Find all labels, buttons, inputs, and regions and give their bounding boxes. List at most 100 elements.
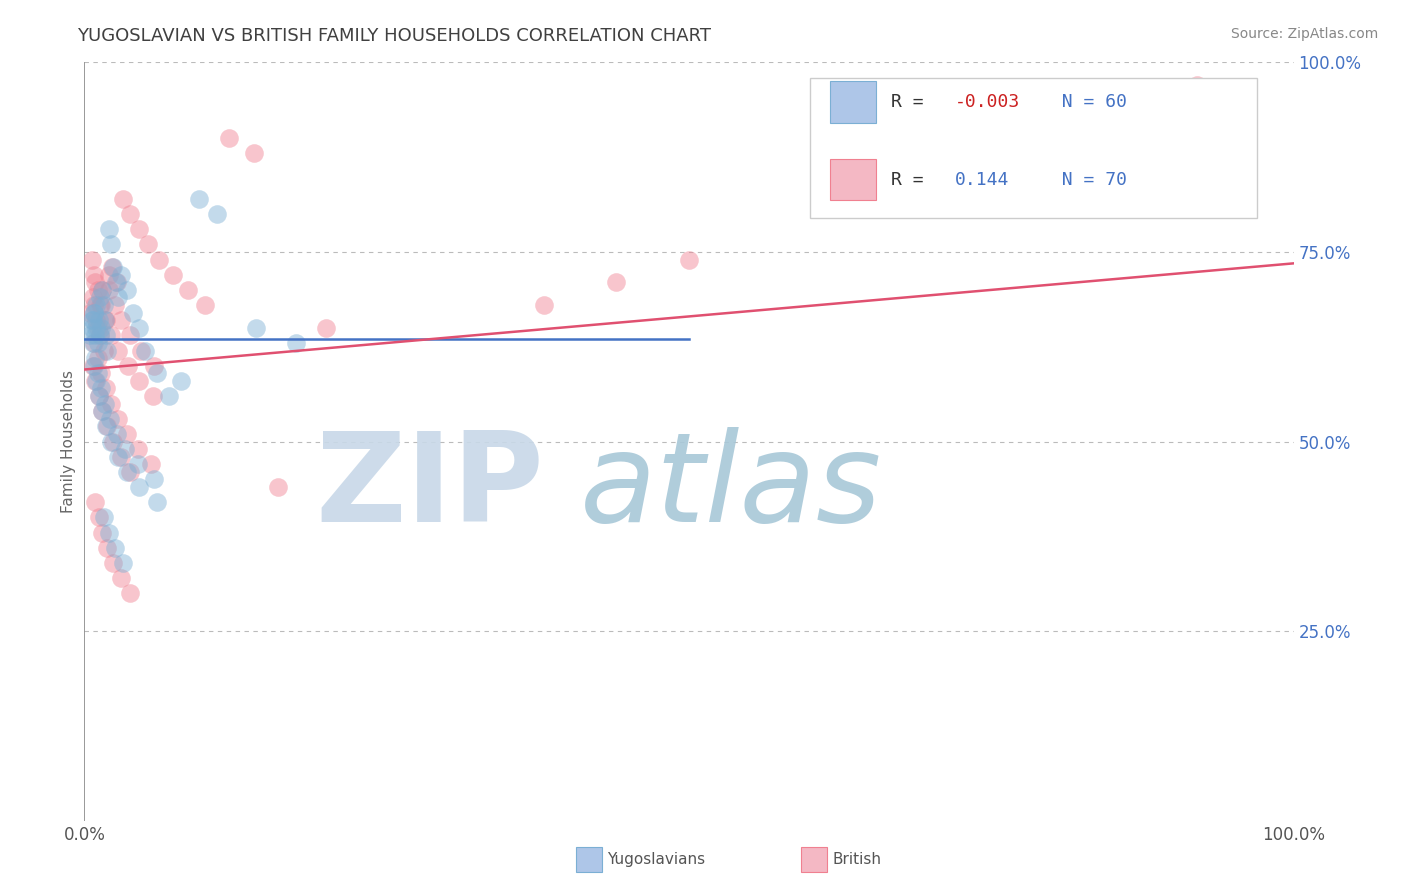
Point bbox=[100, 396, 122, 410]
Point bbox=[86, 283, 108, 297]
Point bbox=[83, 268, 105, 282]
Point bbox=[82, 291, 104, 305]
Point bbox=[121, 305, 143, 319]
Y-axis label: Family Households: Family Households bbox=[60, 370, 76, 513]
Point bbox=[242, 146, 264, 161]
Point bbox=[105, 427, 128, 442]
Point bbox=[117, 359, 139, 373]
Point bbox=[127, 442, 149, 457]
Point bbox=[87, 313, 110, 327]
Point bbox=[84, 328, 107, 343]
Point bbox=[127, 458, 149, 472]
Point bbox=[103, 434, 125, 449]
Point bbox=[188, 192, 211, 206]
Point bbox=[115, 283, 138, 297]
Point bbox=[105, 275, 128, 289]
Point bbox=[86, 374, 108, 388]
Point bbox=[83, 305, 105, 319]
Point bbox=[90, 298, 112, 312]
Point bbox=[86, 366, 108, 380]
Point bbox=[86, 320, 108, 334]
Point bbox=[110, 571, 132, 585]
Point bbox=[115, 427, 138, 442]
Point bbox=[91, 404, 114, 418]
Point bbox=[107, 412, 129, 426]
Text: YUGOSLAVIAN VS BRITISH FAMILY HOUSEHOLDS CORRELATION CHART: YUGOSLAVIAN VS BRITISH FAMILY HOUSEHOLDS… bbox=[77, 27, 711, 45]
Point bbox=[84, 495, 107, 509]
Point bbox=[89, 298, 111, 312]
Point bbox=[93, 298, 115, 312]
Point bbox=[89, 328, 111, 343]
Point bbox=[115, 465, 138, 479]
Point bbox=[94, 382, 117, 396]
Point bbox=[98, 412, 121, 426]
Point bbox=[138, 237, 160, 252]
Point bbox=[170, 374, 193, 388]
Point bbox=[80, 313, 103, 327]
Text: atlas: atlas bbox=[581, 426, 882, 548]
Point bbox=[96, 343, 118, 358]
Point bbox=[89, 328, 111, 343]
Point bbox=[110, 268, 132, 282]
Point bbox=[83, 359, 105, 373]
Text: N = 70: N = 70 bbox=[1039, 170, 1126, 188]
Point bbox=[128, 374, 150, 388]
Point bbox=[94, 313, 117, 327]
Point bbox=[84, 275, 107, 289]
Point bbox=[103, 556, 125, 570]
Point bbox=[218, 131, 240, 145]
Point bbox=[96, 419, 118, 434]
Point bbox=[79, 305, 101, 319]
Text: N = 60: N = 60 bbox=[1039, 94, 1126, 112]
Point bbox=[90, 382, 112, 396]
Point bbox=[104, 298, 127, 312]
Point bbox=[89, 291, 111, 305]
Text: ZIP: ZIP bbox=[315, 426, 544, 548]
Point bbox=[101, 260, 124, 275]
Point bbox=[91, 404, 114, 418]
Point bbox=[82, 313, 104, 327]
Point bbox=[86, 313, 108, 327]
Point bbox=[129, 343, 152, 358]
Point bbox=[120, 207, 142, 221]
Point bbox=[112, 192, 135, 206]
Point bbox=[120, 328, 142, 343]
Point bbox=[107, 291, 129, 305]
FancyBboxPatch shape bbox=[810, 78, 1257, 218]
Point bbox=[86, 351, 108, 366]
Point bbox=[100, 328, 122, 343]
Point bbox=[533, 298, 555, 312]
Point bbox=[100, 434, 122, 449]
Point bbox=[87, 389, 110, 403]
Point bbox=[1185, 78, 1208, 92]
Point bbox=[104, 275, 127, 289]
Text: Source: ZipAtlas.com: Source: ZipAtlas.com bbox=[1230, 27, 1378, 41]
Point bbox=[110, 450, 132, 464]
Point bbox=[605, 275, 627, 289]
Point bbox=[83, 305, 105, 319]
Point bbox=[94, 419, 117, 434]
Text: -0.003: -0.003 bbox=[955, 94, 1021, 112]
Point bbox=[146, 366, 169, 380]
Point bbox=[120, 586, 142, 600]
Point bbox=[146, 495, 169, 509]
Point bbox=[83, 298, 105, 312]
Point bbox=[162, 268, 184, 282]
Point bbox=[83, 335, 105, 350]
Point bbox=[284, 335, 308, 350]
Point bbox=[245, 320, 267, 334]
Point bbox=[94, 328, 117, 343]
Point bbox=[157, 389, 180, 403]
Point bbox=[97, 283, 120, 297]
Point bbox=[82, 335, 104, 350]
Point bbox=[110, 313, 132, 327]
Point bbox=[86, 298, 108, 312]
Point bbox=[142, 389, 165, 403]
Point bbox=[104, 541, 127, 555]
Point bbox=[207, 207, 229, 221]
Point bbox=[114, 442, 136, 457]
Point bbox=[97, 222, 120, 236]
Text: R =: R = bbox=[891, 94, 935, 112]
Point bbox=[678, 252, 700, 267]
Text: R =: R = bbox=[891, 170, 945, 188]
